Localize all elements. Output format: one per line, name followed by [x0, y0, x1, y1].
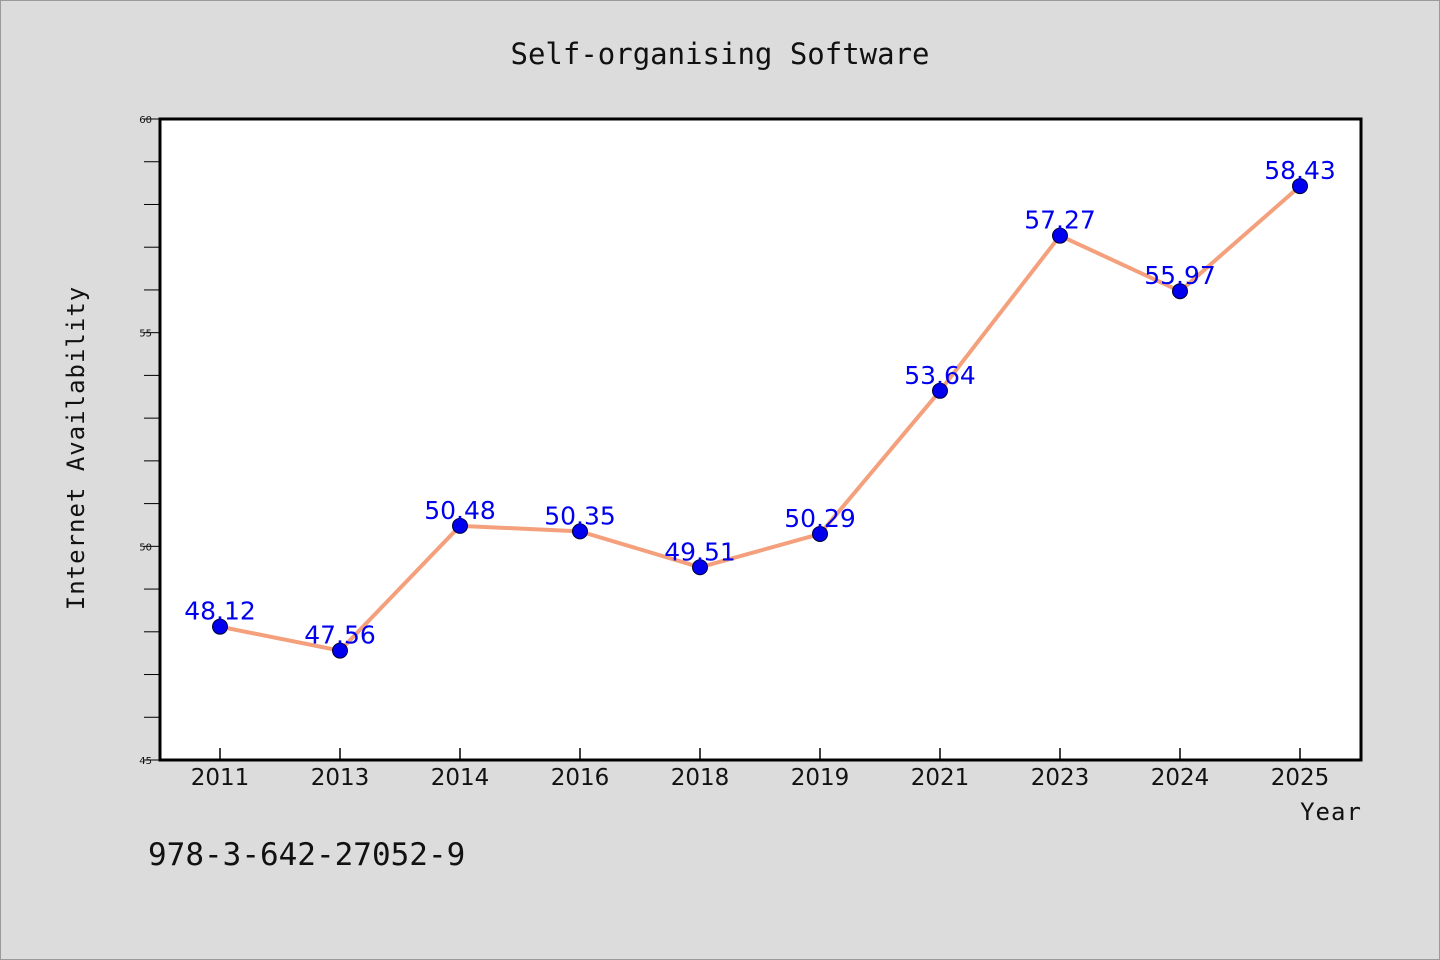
series-line	[219, 184, 1302, 653]
data-point	[212, 618, 228, 635]
data-point	[932, 382, 948, 399]
x-tick-label: 2019	[791, 765, 850, 791]
data-point	[572, 523, 588, 540]
y-axis-title: Internet Availability	[62, 286, 90, 610]
data-label: 49.51	[664, 537, 736, 566]
y-tick-label: 55	[139, 329, 152, 340]
x-tick-label: 2021	[911, 765, 970, 791]
data-label: 50.48	[424, 496, 496, 525]
y-tick-label: 50	[139, 542, 152, 553]
data-label: 53.64	[904, 361, 976, 390]
data-point	[692, 559, 708, 576]
data-label: 48.12	[184, 597, 256, 626]
x-tick-label: 2013	[311, 765, 370, 791]
x-tick-label: 2014	[431, 765, 490, 791]
data-point	[812, 525, 828, 542]
data-label: 55.97	[1144, 261, 1216, 290]
data-point	[1052, 227, 1068, 244]
data-points	[212, 178, 1308, 659]
data-labels: 48.12 47.56 50.48 50.35 49.51 50.29 53.64 57.27…	[184, 156, 1336, 650]
data-point	[332, 642, 348, 659]
x-tick-label: 2011	[191, 765, 250, 791]
x-tick-label: 2016	[551, 765, 610, 791]
data-point	[1172, 283, 1188, 300]
chart-title: Self-organising Software	[510, 37, 929, 71]
data-label: 47.56	[304, 621, 376, 650]
plot-area	[158, 117, 1363, 762]
data-point	[1292, 178, 1308, 195]
y-axis: 45 50 55 60	[139, 115, 160, 767]
x-axis-title: Year	[1300, 798, 1362, 826]
y-tick-label: 60	[139, 115, 152, 126]
y-tick-label: 45	[139, 756, 152, 767]
x-axis: 2011 2013 2014 2016 2018 2019 2021 2023 2024 2025	[191, 748, 1330, 791]
x-tick-label: 2024	[1151, 765, 1210, 791]
isbn-text: 978-3-642-27052-9	[148, 837, 465, 873]
series-polyline	[219, 184, 1302, 653]
data-label: 50.29	[784, 504, 856, 533]
data-label: 58.43	[1264, 156, 1336, 185]
data-label: 50.35	[544, 501, 616, 530]
data-point	[452, 517, 468, 534]
x-tick-label: 2025	[1271, 765, 1330, 791]
x-tick-label: 2018	[671, 765, 730, 791]
x-tick-label: 2023	[1031, 765, 1090, 791]
data-label: 57.27	[1024, 206, 1096, 235]
